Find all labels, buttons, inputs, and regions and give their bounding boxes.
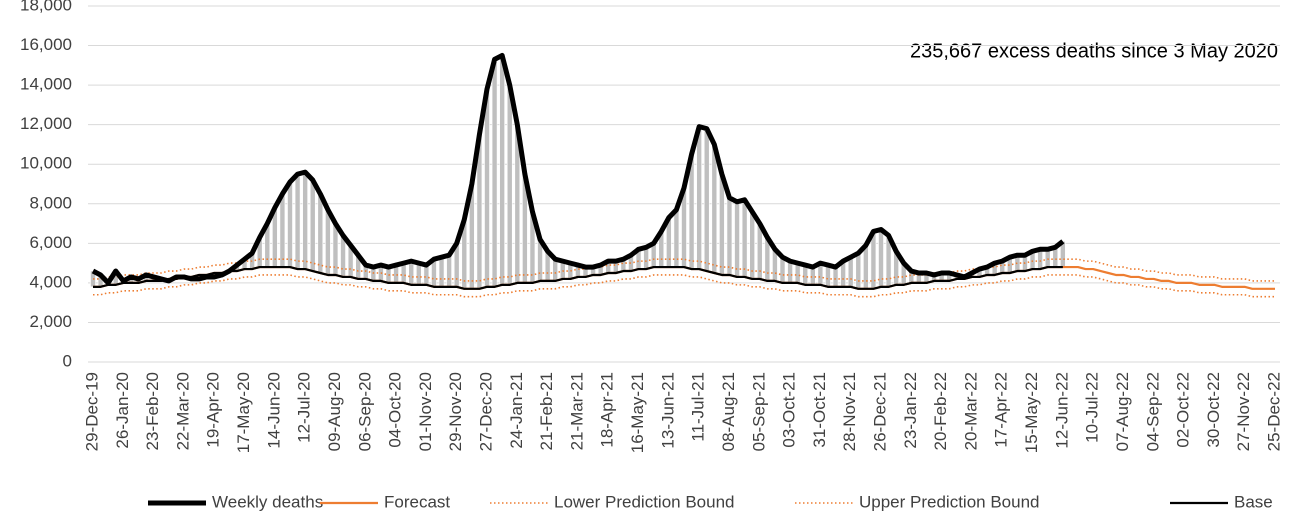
x-tick-label: 27-Nov-22 xyxy=(1234,372,1253,451)
y-tick-label: 18,000 xyxy=(20,0,72,14)
x-tick-label: 30-Oct-22 xyxy=(1204,372,1223,448)
series-line xyxy=(93,265,1063,290)
legend-label: Base xyxy=(1234,492,1273,511)
legend-label: Lower Prediction Bound xyxy=(554,492,735,511)
excess-bar xyxy=(855,252,862,290)
y-tick-label: 2,000 xyxy=(29,312,72,331)
excess-bar xyxy=(711,144,718,274)
x-tick-label: 13-Jun-21 xyxy=(658,372,677,449)
excess-bar xyxy=(325,209,331,276)
x-tick-label: 19-Apr-20 xyxy=(204,372,223,448)
series-line xyxy=(93,274,1275,298)
x-tick-label: 15-May-22 xyxy=(1022,372,1041,453)
x-tick-label: 01-Nov-20 xyxy=(416,372,435,451)
x-tick-label: 29-Nov-20 xyxy=(446,372,465,451)
x-tick-label: 17-Apr-22 xyxy=(992,372,1011,448)
excess-bar xyxy=(484,88,490,288)
excess-bar xyxy=(302,171,308,270)
x-tick-label: 21-Mar-21 xyxy=(567,372,586,450)
excess-bar xyxy=(506,84,513,286)
x-tick-label: 29-Dec-19 xyxy=(82,372,101,451)
x-tick-label: 28-Nov-21 xyxy=(840,372,859,451)
x-tick-label: 04-Sep-22 xyxy=(1143,372,1162,451)
x-tick-label: 03-Oct-21 xyxy=(780,372,799,448)
excess-bar xyxy=(749,211,755,280)
x-tick-label: 23-Jan-22 xyxy=(901,372,920,449)
excess-bar xyxy=(847,256,854,288)
annotation: 235,667 excess deaths since 3 May 2020 xyxy=(910,40,1278,62)
excess-bar xyxy=(726,197,733,276)
x-tick-label: 12-Jun-22 xyxy=(1052,372,1071,449)
excess-bar xyxy=(643,246,649,270)
excess-bar xyxy=(416,262,422,286)
x-tick-label: 27-Dec-20 xyxy=(476,372,495,451)
y-tick-label: 8,000 xyxy=(29,193,72,212)
y-tick-label: 4,000 xyxy=(29,272,72,291)
x-tick-label: 06-Sep-20 xyxy=(355,372,374,451)
y-tick-label: 14,000 xyxy=(20,75,72,94)
excess-bar xyxy=(1044,248,1051,268)
excess-bar xyxy=(317,193,324,274)
x-tick-label: 25-Dec-22 xyxy=(1264,372,1283,451)
x-tick-label: 05-Sep-21 xyxy=(749,372,768,451)
excess-bar xyxy=(703,128,710,272)
series-line xyxy=(93,265,1275,290)
x-tick-label: 11-Jul-21 xyxy=(689,372,708,442)
y-tick-label: 10,000 xyxy=(20,154,72,173)
excess-bar xyxy=(696,126,702,270)
excess-bar xyxy=(810,266,816,286)
x-tick-label: 07-Aug-22 xyxy=(1113,372,1132,451)
excess-bar xyxy=(423,264,430,286)
excess-bar xyxy=(741,199,748,278)
excess-bar xyxy=(787,260,793,284)
x-tick-label: 18-Apr-21 xyxy=(598,372,617,448)
excess-bar xyxy=(408,260,415,286)
excess-bar xyxy=(438,256,445,288)
x-tick-label: 16-May-21 xyxy=(628,372,647,453)
x-tick-label: 10-Jul-22 xyxy=(1083,372,1102,443)
legend-label: Forecast xyxy=(384,492,450,511)
x-tick-label: 17-May-20 xyxy=(234,372,253,453)
excess-bar xyxy=(825,264,831,288)
excess-bar xyxy=(294,173,301,270)
excess-bar xyxy=(446,254,452,288)
excess-bar xyxy=(279,193,286,268)
y-tick-label: 16,000 xyxy=(20,35,72,54)
excess-bar xyxy=(499,55,505,286)
excess-bar xyxy=(491,59,498,288)
excess-bar xyxy=(719,173,725,276)
excess-bar xyxy=(832,266,839,288)
x-tick-label: 24-Jan-21 xyxy=(507,372,526,449)
x-tick-label: 26-Dec-21 xyxy=(870,372,889,451)
x-tick-label: 21-Feb-21 xyxy=(537,372,556,450)
excess-bar xyxy=(552,258,558,282)
x-tick-label: 12-Jul-20 xyxy=(295,372,314,443)
x-tick-label: 08-Aug-21 xyxy=(719,372,738,451)
x-tick-label: 09-Aug-20 xyxy=(325,372,344,451)
x-tick-label: 22-Mar-20 xyxy=(173,372,192,450)
excess-bar xyxy=(287,181,293,268)
legend-label: Upper Prediction Bound xyxy=(859,492,1040,511)
x-tick-label: 14-Jun-20 xyxy=(264,372,283,449)
excess-bar xyxy=(863,245,869,290)
x-tick-label: 20-Feb-22 xyxy=(931,372,950,450)
excess-bar xyxy=(779,256,786,284)
x-tick-label: 23-Feb-20 xyxy=(143,372,162,450)
series-line xyxy=(91,52,1065,286)
excess-bar xyxy=(309,179,316,272)
x-tick-label: 20-Mar-22 xyxy=(961,372,980,450)
legend-label: Weekly deaths xyxy=(212,492,323,511)
y-tick-label: 0 xyxy=(63,351,72,370)
excess-bar xyxy=(734,201,740,278)
x-tick-label: 02-Oct-22 xyxy=(1174,372,1193,448)
x-tick-label: 31-Oct-21 xyxy=(810,372,829,448)
x-tick-label: 26-Jan-20 xyxy=(113,372,132,449)
y-tick-label: 12,000 xyxy=(20,114,72,133)
x-tick-label: 04-Oct-20 xyxy=(386,372,405,448)
y-tick-label: 6,000 xyxy=(29,233,72,252)
